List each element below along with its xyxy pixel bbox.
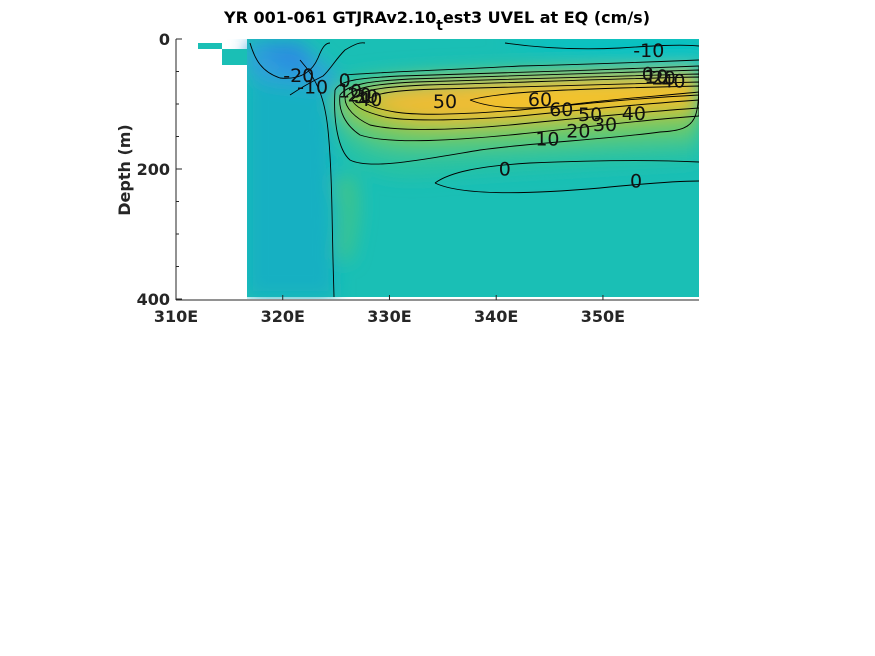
contour-label: 20: [566, 121, 590, 143]
x-tick-label: 330E: [367, 307, 411, 326]
contour-label: 40: [661, 71, 685, 93]
x-tick-label: 340E: [474, 307, 518, 326]
y-tick-label: 0: [159, 30, 170, 49]
contour-label: -10: [633, 40, 664, 62]
y-ticks: 0 200 400: [137, 30, 182, 309]
land-step-b: [222, 49, 247, 65]
x-tick-label: 310E: [154, 307, 198, 326]
west-column: [247, 80, 335, 297]
contour-label: 50: [578, 104, 602, 126]
deep-blue-core: [262, 42, 309, 72]
contour-label: 10: [535, 128, 559, 150]
contour-label: 0: [339, 70, 351, 92]
contour-line-minus10-west: [289, 42, 366, 96]
contour-lines: [249, 42, 699, 298]
y-tick-label: 200: [137, 160, 170, 179]
y-tick-label: 400: [137, 290, 170, 309]
contour-line-50: [364, 81, 699, 115]
contour-line-20: [339, 69, 699, 142]
contour-line-zero-deep-lower: [434, 180, 699, 194]
x-tick-label: 320E: [261, 307, 305, 326]
chart-title: YR 001-061 GTJRAv2.10test3 UVEL at EQ (c…: [223, 8, 650, 34]
contour-label: 0: [642, 63, 654, 85]
mid-depth-green: [330, 175, 359, 260]
contour-label: 50: [433, 91, 457, 113]
contour-label: 30: [354, 86, 378, 108]
contour-line-zero-west: [299, 59, 335, 298]
contour-line-10: [334, 65, 699, 165]
contour-label: 10: [338, 80, 362, 102]
contour-label: 20: [347, 84, 371, 106]
land-mask: [176, 39, 247, 299]
chart-title-main: YR 001-061 GTJRAv2.10: [223, 8, 436, 27]
contour-line-30: [344, 73, 699, 130]
contour-line-60: [469, 85, 699, 109]
contour-label: 60: [549, 99, 573, 121]
contour-line-zero-upper: [344, 59, 699, 76]
contour-label: 60: [528, 89, 552, 111]
contour-label: 0: [630, 171, 642, 193]
chart-title-subscript: t: [436, 18, 443, 34]
contour-line-minus10-east: [504, 42, 699, 50]
y-minor-ticks: [176, 71, 179, 267]
x-tick-label: 350E: [581, 307, 625, 326]
x-ticks: 310E 320E 330E 340E 350E: [154, 295, 625, 326]
contour-label: -20: [283, 65, 314, 87]
surface-east: [500, 39, 699, 62]
contour-label: 30: [593, 114, 617, 136]
chart-title-rest: est3 UVEL at EQ (cm/s): [443, 8, 650, 27]
contour-line-minus20: [249, 42, 331, 79]
contour-label: -10: [297, 76, 328, 98]
contour-line-zero-deep: [434, 160, 699, 184]
y-axis-label: Depth (m): [115, 124, 134, 216]
contour-label: 0: [499, 158, 511, 180]
contour-label: 20: [652, 67, 676, 89]
land-step-a: [198, 43, 222, 49]
contour-label: 10: [644, 66, 668, 88]
contour-label: 40: [358, 89, 382, 111]
contour-line-40: [351, 76, 699, 121]
contour-label: 40: [622, 103, 646, 125]
